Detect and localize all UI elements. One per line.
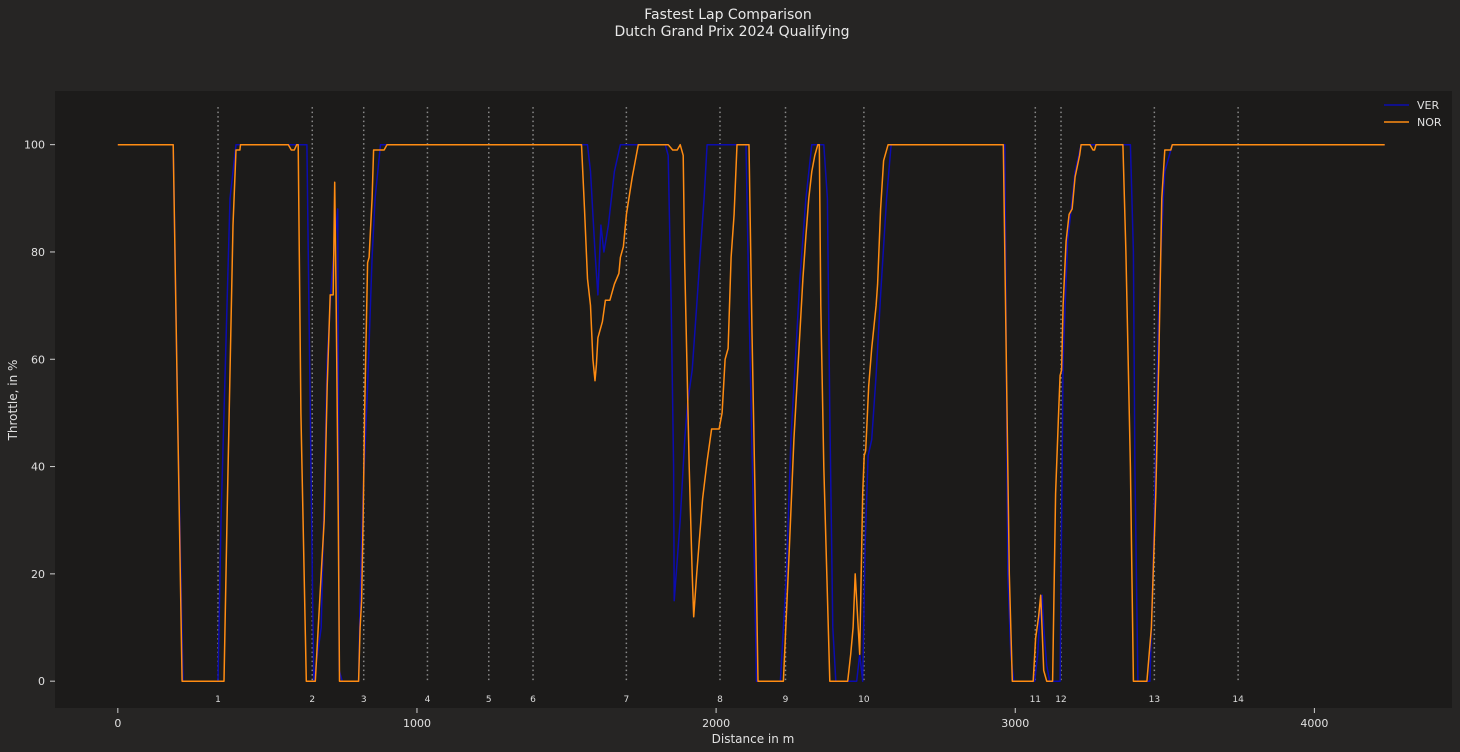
chart-title: Fastest Lap Comparison — [644, 7, 812, 23]
corner-label-14: 14 — [1232, 695, 1244, 705]
x-axis-label: Distance in m — [712, 732, 795, 746]
corner-label-3: 3 — [361, 695, 367, 705]
y-tick-label: 60 — [31, 353, 45, 366]
corner-label-4: 4 — [425, 695, 431, 705]
y-tick-label: 20 — [31, 568, 45, 581]
x-axis-ticks: 0 1000 2000 3000 4000 — [114, 708, 1328, 730]
corner-label-13: 13 — [1149, 695, 1160, 705]
series-lines — [117, 143, 1385, 682]
x-tick-label: 4000 — [1300, 717, 1328, 730]
legend: VER NOR — [1384, 99, 1442, 129]
legend-label-nor: NOR — [1417, 116, 1442, 129]
y-tick-label: 80 — [31, 246, 45, 259]
corner-label-5: 5 — [486, 695, 492, 705]
series-line-nor — [117, 143, 1385, 682]
corner-label-7: 7 — [623, 695, 629, 705]
y-tick-label: 100 — [24, 139, 45, 152]
corner-label-1: 1 — [215, 695, 221, 705]
x-tick-label: 0 — [114, 717, 121, 730]
corner-label-11: 11 — [1030, 695, 1041, 705]
x-tick-label: 1000 — [403, 717, 431, 730]
x-tick-label: 3000 — [1001, 717, 1029, 730]
legend-label-ver: VER — [1417, 99, 1439, 112]
corner-label-8: 8 — [717, 695, 723, 705]
y-tick-label: 0 — [38, 675, 45, 688]
corner-label-2: 2 — [309, 695, 315, 705]
y-axis-ticks: 0 20 40 60 80 100 — [24, 139, 55, 688]
series-line-ver — [117, 143, 1385, 682]
x-tick-label: 2000 — [702, 717, 730, 730]
corner-label-6: 6 — [530, 695, 536, 705]
corner-label-10: 10 — [858, 695, 870, 705]
chart-subtitle: Dutch Grand Prix 2024 Qualifying — [614, 24, 849, 40]
corner-label-12: 12 — [1055, 695, 1066, 705]
y-tick-label: 40 — [31, 461, 45, 474]
y-axis-label: Throttle, in % — [6, 360, 20, 442]
corner-label-9: 9 — [783, 695, 789, 705]
